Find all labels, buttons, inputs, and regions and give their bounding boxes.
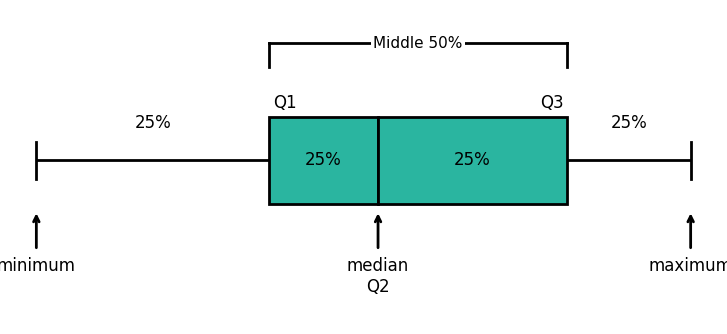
Text: 25%: 25% [305,151,342,169]
Bar [378,117,567,204]
Text: minimum: minimum [0,257,76,275]
Text: Q1: Q1 [273,94,296,112]
Text: 25%: 25% [611,114,647,132]
Text: 25%: 25% [454,151,491,169]
Text: 25%: 25% [134,114,171,132]
Text: maximum: maximum [648,257,727,275]
Text: Middle 50%: Middle 50% [374,36,462,51]
Text: median
Q2: median Q2 [347,257,409,296]
Bar [269,117,378,204]
Text: Q3: Q3 [540,94,563,112]
